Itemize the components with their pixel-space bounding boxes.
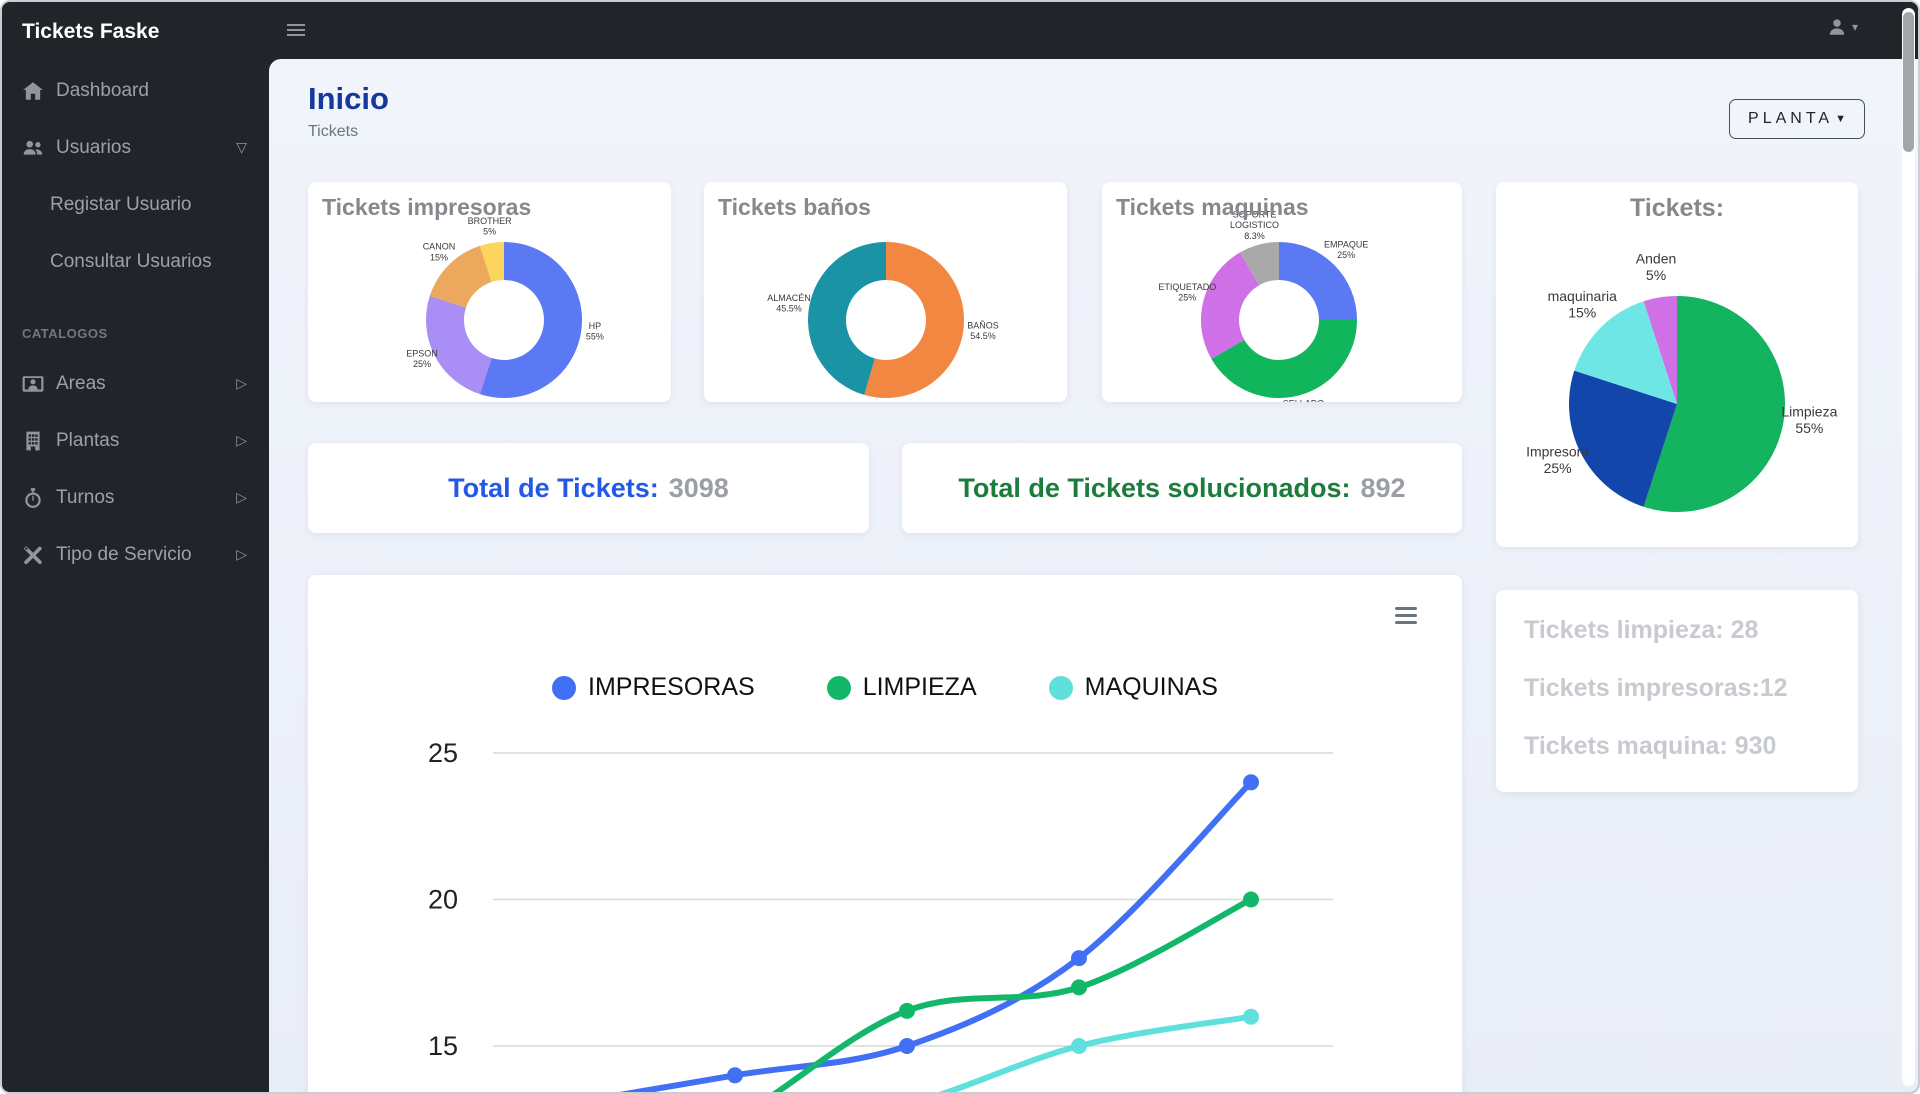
sidebar-item-areas[interactable]: Areas ▷ [2,355,269,412]
legend-dot-icon [552,675,576,700]
chevron-right-icon: ▷ [236,375,247,391]
svg-text:15: 15 [428,1031,458,1061]
sidebar-item-tipo-de-servicio[interactable]: Tipo de Servicio ▷ [2,526,269,583]
legend-dot-icon [826,675,851,700]
building-icon [26,431,40,450]
person-card-icon [22,375,44,392]
line-chart: 25 20 15 [428,738,1333,1092]
sidebar-item-turnos[interactable]: Turnos ▷ [2,469,269,526]
chevron-down-icon: ▾ [1851,20,1858,34]
sidebar-item-registar-usuario[interactable]: Registar Usuario [2,176,269,233]
tools-icon [24,545,42,564]
donut-chart-banos: BAÑOS 54.5% ALMACÉN 45.5% [767,242,999,398]
card-tickets-banos: BAÑOS 54.5% ALMACÉN 45.5% Tickets baños [704,182,1067,402]
total-tickets-value: 3098 [668,472,729,503]
legend-label: LIMPIEZA [862,673,977,701]
card-tickets-pie: Limpieza 55% Impresora 25% maquinaria 15% Ande… [1496,182,1858,547]
card-total-tickets: Total de Tickets: 3098 [308,443,869,533]
menu-toggle-icon[interactable] [287,24,305,39]
card-line-chart: IMPRESORAS LIMPIEZA MAQUINAS 25 20 15 [308,575,1462,1092]
svg-text:20: 20 [428,885,458,915]
donut-chart-impresoras: HP 55% EPSON 25% CANON 15% BROTHER 5% [406,216,604,398]
card-title: Tickets maquinas [1116,194,1309,220]
pie-chart-tickets: Limpieza 55% Impresora 25% maquinaria 15% Ande… [1526,250,1838,512]
solved-tickets-label: Total de Tickets solucionados: [958,472,1351,503]
chart-legend: IMPRESORAS LIMPIEZA MAQUINAS [308,673,1462,702]
app-brand: Tickets Faske [22,20,160,43]
legend-item-limpieza[interactable]: LIMPIEZA [826,673,977,702]
solved-tickets-value: 892 [1360,472,1406,503]
summary-maquina: Tickets maquina: 930 [1524,732,1777,760]
legend-item-impresoras[interactable]: IMPRESORAS [552,673,755,702]
main-content: Inicio Tickets PLANTA ▼ HP 55% EPSON 25% CAN… [269,59,1918,1092]
chevron-right-icon: ▷ [236,546,247,562]
sidebar-item-label: Areas [56,372,106,394]
sidebar-item-label: Plantas [56,429,120,451]
sidebar-section-catalogos: CATALOGOS [22,326,108,341]
stopwatch-icon [25,487,41,508]
sidebar-subitem-label: Consultar Usuarios [50,250,212,272]
card-title: Tickets impresoras [322,194,532,220]
topbar: ▾ [269,2,1918,59]
legend-label: MAQUINAS [1084,673,1218,701]
sidebar-item-label: Dashboard [56,79,149,101]
card-title: Tickets baños [718,194,871,220]
scrollbar-thumb[interactable] [1903,12,1914,152]
sidebar-item-consultar-usuarios[interactable]: Consultar Usuarios [2,233,269,290]
sidebar-item-label: Usuarios [56,136,131,158]
breadcrumb: Tickets [308,123,359,140]
total-tickets-label: Total de Tickets: [448,472,659,503]
sidebar-item-label: Tipo de Servicio [56,543,192,565]
card-tickets-summary: Tickets limpieza: 28 Tickets impresoras:… [1496,590,1858,792]
summary-limpieza: Tickets limpieza: 28 [1524,616,1759,644]
chart-menu-icon[interactable] [1395,607,1417,628]
user-menu[interactable]: ▾ [1826,16,1858,38]
svg-text:SELLADO41.7%: SELLADO41.7% [1283,398,1325,402]
planta-dropdown-button[interactable]: PLANTA ▼ [1729,99,1865,139]
sidebar-item-plantas[interactable]: Plantas ▷ [2,412,269,469]
svg-text:25: 25 [428,738,458,768]
home-icon [23,81,43,100]
sidebar-item-dashboard[interactable]: Dashboard [2,62,269,119]
legend-label: IMPRESORAS [588,673,755,701]
sidebar-item-usuarios[interactable]: Usuarios ▽ [2,119,269,176]
chevron-right-icon: ▷ [236,489,247,505]
user-icon [1829,19,1845,35]
scrollbar-track[interactable] [1902,8,1915,1086]
chevron-down-icon: ▼ [1835,113,1846,125]
card-title: Tickets: [1629,194,1725,222]
page-title: Inicio [308,81,389,116]
chevron-right-icon: ▷ [236,432,247,448]
users-icon [23,140,43,155]
chevron-down-icon: ▽ [236,139,247,155]
legend-dot-icon [1048,675,1073,700]
planta-dropdown-label: PLANTA [1748,110,1834,127]
card-tickets-impresoras: HP 55% EPSON 25% CANON 15% BROTHER 5% Tickets i… [308,182,671,402]
card-total-solucionados: Total de Tickets solucionados: 892 [902,443,1462,533]
sidebar-item-label: Turnos [56,486,115,508]
sidebar-subitem-label: Registar Usuario [50,193,192,215]
legend-item-maquinas[interactable]: MAQUINAS [1048,673,1218,702]
summary-impresoras: Tickets impresoras:12 [1524,674,1788,702]
sidebar: Tickets Faske Dashboard Usuarios ▽ Regis… [2,2,269,1092]
